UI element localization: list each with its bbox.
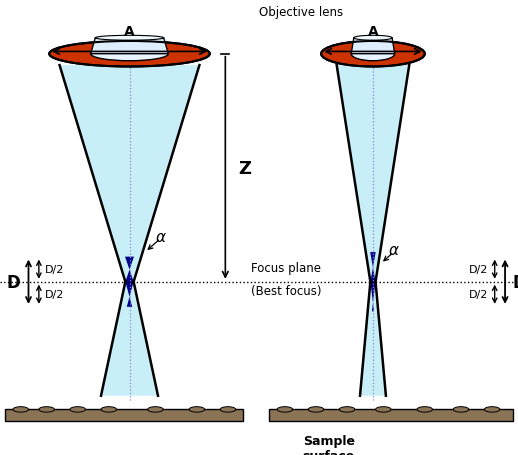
- Polygon shape: [337, 66, 409, 282]
- Ellipse shape: [351, 48, 395, 61]
- Text: Objective lens: Objective lens: [259, 6, 343, 19]
- Text: D/2: D/2: [469, 290, 488, 299]
- Ellipse shape: [339, 407, 355, 412]
- Ellipse shape: [453, 407, 469, 412]
- Ellipse shape: [376, 407, 391, 412]
- Polygon shape: [125, 257, 134, 307]
- Polygon shape: [101, 282, 158, 396]
- Ellipse shape: [148, 407, 163, 412]
- Ellipse shape: [417, 407, 433, 412]
- Text: D/2: D/2: [45, 265, 64, 274]
- Polygon shape: [360, 282, 386, 396]
- Ellipse shape: [321, 42, 425, 67]
- Ellipse shape: [101, 407, 117, 412]
- Polygon shape: [351, 39, 395, 55]
- Text: A: A: [368, 25, 378, 39]
- Ellipse shape: [220, 407, 236, 412]
- Text: (Best focus): (Best focus): [251, 284, 322, 297]
- Text: α: α: [388, 243, 398, 258]
- Polygon shape: [60, 66, 199, 282]
- Ellipse shape: [308, 407, 324, 412]
- Text: Sample
surface: Sample surface: [303, 435, 355, 455]
- Text: α: α: [155, 229, 165, 244]
- Text: D/2: D/2: [469, 265, 488, 274]
- Ellipse shape: [70, 407, 85, 412]
- Text: A: A: [124, 25, 135, 39]
- Ellipse shape: [95, 36, 164, 41]
- Ellipse shape: [39, 407, 54, 412]
- Text: Z: Z: [238, 159, 251, 177]
- Polygon shape: [269, 410, 513, 421]
- Text: D: D: [7, 273, 21, 291]
- Ellipse shape: [13, 407, 28, 412]
- Ellipse shape: [354, 36, 392, 41]
- Ellipse shape: [189, 407, 205, 412]
- Polygon shape: [91, 39, 168, 55]
- Text: Focus plane: Focus plane: [251, 262, 321, 275]
- Ellipse shape: [91, 48, 168, 61]
- Text: D/2: D/2: [45, 290, 64, 299]
- Polygon shape: [370, 253, 376, 312]
- Polygon shape: [5, 410, 243, 421]
- Ellipse shape: [277, 407, 293, 412]
- Ellipse shape: [484, 407, 500, 412]
- Ellipse shape: [49, 42, 210, 67]
- Text: D: D: [513, 273, 518, 291]
